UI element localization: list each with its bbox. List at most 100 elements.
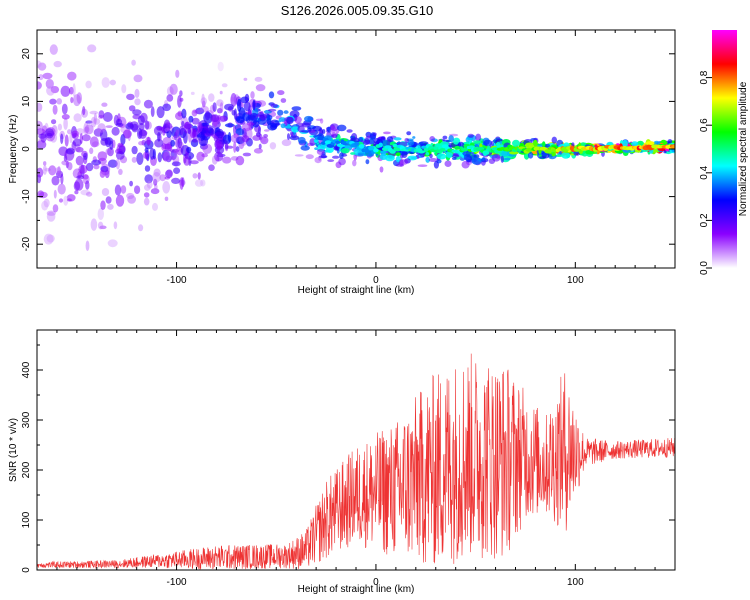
spectrogram-cell bbox=[401, 150, 408, 158]
spectrogram-cell bbox=[57, 166, 61, 177]
spectrogram-cell bbox=[252, 99, 256, 111]
spectrogram-cell bbox=[101, 188, 110, 196]
spectrogram-ridge-cell bbox=[671, 144, 675, 150]
spectrogram-cell bbox=[72, 138, 82, 147]
spectrogram-cell bbox=[330, 125, 336, 134]
spectrogram-cell bbox=[111, 126, 120, 136]
spectrogram-cell bbox=[322, 129, 326, 134]
spectrogram-cell bbox=[159, 174, 166, 182]
spectrogram-cell bbox=[183, 130, 188, 144]
spectrogram-cell bbox=[241, 123, 252, 132]
spectrogram-cell bbox=[425, 156, 431, 163]
spectrogram-cell bbox=[73, 94, 81, 107]
y-tick-label: 10 bbox=[21, 95, 32, 107]
colorbar-tick-label: 0.8 bbox=[699, 70, 710, 84]
spectrogram-x-label: Height of straight line (km) bbox=[298, 285, 415, 296]
spectrogram-cell bbox=[141, 139, 146, 146]
y-tick-label: -20 bbox=[21, 237, 32, 252]
spectrogram-cell bbox=[585, 149, 595, 155]
spectrogram-cell bbox=[165, 155, 172, 163]
spectrogram-cell bbox=[233, 124, 237, 136]
spectrogram-cell bbox=[165, 169, 173, 179]
spectrogram-cell bbox=[37, 60, 42, 68]
spectrogram-cell bbox=[83, 122, 89, 135]
spectrogram-cell bbox=[195, 107, 205, 115]
spectrogram-cell bbox=[183, 122, 191, 134]
spectrogram-cell bbox=[89, 147, 94, 155]
spectrogram-cell bbox=[341, 148, 350, 154]
spectrogram-cell bbox=[166, 94, 174, 102]
spectrogram-cell bbox=[258, 114, 267, 121]
spectrogram-cell bbox=[162, 129, 166, 136]
spectrogram-cell bbox=[107, 239, 118, 248]
spectrogram-cell bbox=[216, 141, 221, 155]
spectrogram-cell bbox=[164, 127, 171, 132]
spectrogram-cell bbox=[162, 136, 172, 146]
y-tick-label: 100 bbox=[21, 511, 32, 528]
spectrogram-cell bbox=[61, 114, 70, 120]
spectrogram-cell bbox=[191, 138, 199, 143]
spectrogram-cell bbox=[123, 129, 131, 139]
spectrogram-cell bbox=[289, 135, 300, 141]
spectrogram-cell bbox=[267, 114, 273, 121]
spectrogram-cell bbox=[500, 150, 510, 157]
spectrogram-x-ticks: -100 0 100 bbox=[36, 30, 676, 286]
spectrogram-cell bbox=[126, 192, 135, 200]
spectrogram-cell bbox=[318, 155, 322, 161]
spectrogram-ridge-cell bbox=[525, 147, 533, 152]
spectrogram-cell bbox=[352, 159, 357, 167]
spectrogram-cell bbox=[191, 117, 200, 125]
spectrogram-cell bbox=[50, 86, 60, 94]
spectrogram-cell bbox=[105, 148, 112, 155]
spectrogram-cell bbox=[496, 141, 501, 149]
spectrogram-cell bbox=[85, 80, 92, 89]
spectrogram-cell bbox=[87, 44, 97, 53]
spectrogram-cell bbox=[137, 115, 145, 126]
spectrogram-cell bbox=[52, 104, 58, 115]
spectrogram-cell bbox=[97, 123, 106, 133]
spectrogram-cell bbox=[153, 168, 161, 177]
spectrogram-ridge-cell bbox=[317, 136, 325, 141]
spectrogram-cell bbox=[66, 198, 72, 202]
spectrogram-cell bbox=[61, 160, 70, 166]
spectrogram-cell bbox=[61, 103, 68, 115]
spectrogram-cell bbox=[80, 189, 91, 196]
y-tick-label: 0 bbox=[21, 567, 32, 573]
spectrogram-cell bbox=[475, 133, 482, 142]
spectrogram-cell bbox=[113, 221, 118, 230]
spectrogram-cell bbox=[84, 124, 94, 135]
spectrogram-cell bbox=[217, 108, 223, 114]
spectrogram-cell bbox=[134, 98, 141, 106]
spectrogram-cell bbox=[64, 134, 69, 147]
spectrogram-cell bbox=[294, 116, 302, 124]
spectrogram-cell bbox=[42, 72, 53, 80]
spectrogram-cell bbox=[365, 139, 376, 145]
colorbar-label: Normalized spectral amplitude bbox=[738, 81, 749, 216]
spectrogram-cell bbox=[230, 134, 241, 143]
spectrogram-cell bbox=[157, 152, 162, 163]
spectrogram-cell bbox=[120, 185, 127, 194]
spectrogram-cell bbox=[663, 150, 667, 154]
spectrogram-cell bbox=[622, 139, 628, 148]
snr-x-label: Height of straight line (km) bbox=[298, 584, 415, 595]
spectrogram-ridge-cell bbox=[439, 148, 447, 152]
x-tick-label: -100 bbox=[167, 577, 187, 588]
spectrogram-cell bbox=[278, 117, 287, 122]
spectrogram-cell bbox=[150, 188, 160, 195]
spectrogram-cell bbox=[263, 129, 270, 132]
spectrogram-cell bbox=[177, 137, 183, 149]
spectrogram-cell bbox=[190, 91, 195, 95]
spectrogram-cell bbox=[406, 131, 412, 136]
spectrogram-cell bbox=[381, 139, 388, 147]
spectrogram-cell bbox=[200, 179, 206, 187]
spectrogram-cell bbox=[138, 224, 144, 232]
spectrogram-cell bbox=[44, 128, 55, 139]
spectrogram-cell bbox=[143, 192, 150, 198]
spectrogram-cell bbox=[219, 102, 224, 113]
spectrogram-cell bbox=[101, 102, 108, 107]
spectrogram-cell bbox=[645, 141, 655, 146]
spectrogram-cell bbox=[115, 122, 124, 127]
spectrogram-cell bbox=[45, 79, 54, 89]
spectrogram-cell bbox=[216, 99, 224, 107]
